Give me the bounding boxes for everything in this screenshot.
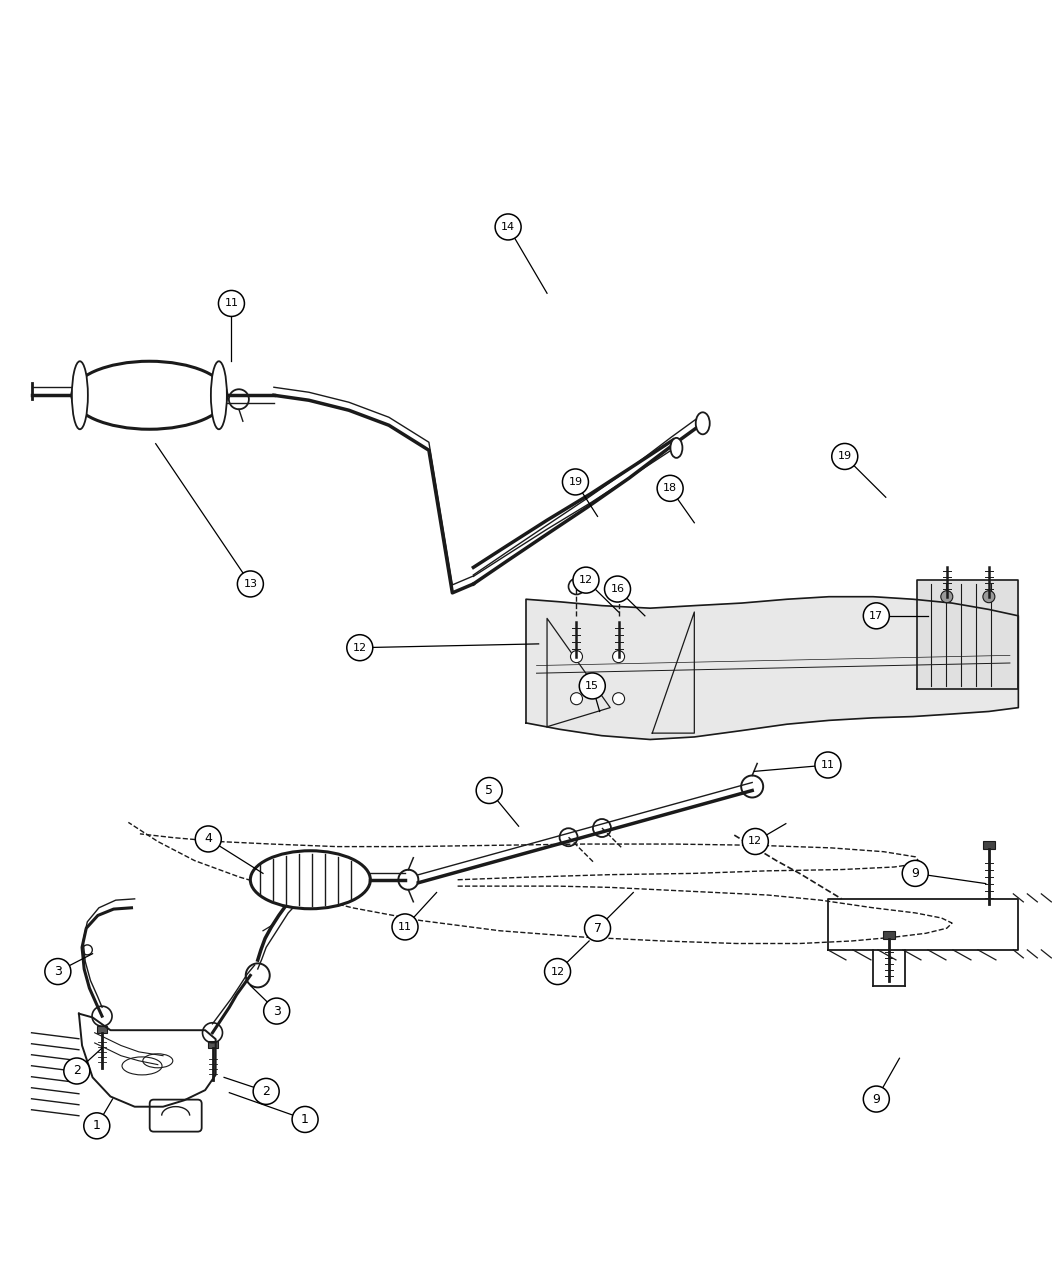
- Ellipse shape: [72, 361, 88, 430]
- Text: 2: 2: [262, 1085, 270, 1098]
- Circle shape: [563, 469, 588, 495]
- Text: 3: 3: [54, 965, 62, 978]
- Circle shape: [580, 673, 605, 699]
- Text: 15: 15: [585, 681, 600, 691]
- Circle shape: [196, 826, 221, 852]
- Polygon shape: [917, 580, 1018, 688]
- Circle shape: [864, 1086, 889, 1112]
- Text: 12: 12: [579, 575, 593, 585]
- Circle shape: [545, 959, 570, 984]
- Circle shape: [82, 945, 93, 955]
- Circle shape: [495, 214, 521, 240]
- Text: 1: 1: [93, 1119, 101, 1132]
- Text: 3: 3: [272, 1005, 281, 1017]
- Text: 19: 19: [837, 451, 852, 462]
- FancyBboxPatch shape: [97, 1026, 107, 1034]
- Text: 9: 9: [911, 867, 919, 880]
- Text: 2: 2: [73, 1065, 81, 1077]
- Text: 4: 4: [204, 833, 213, 845]
- Text: 7: 7: [593, 922, 602, 935]
- Ellipse shape: [210, 361, 227, 430]
- Circle shape: [292, 1107, 318, 1132]
- Ellipse shape: [250, 850, 370, 909]
- Text: 12: 12: [748, 836, 763, 847]
- Ellipse shape: [72, 361, 227, 430]
- Circle shape: [45, 959, 70, 984]
- Circle shape: [658, 476, 683, 501]
- Ellipse shape: [670, 437, 683, 458]
- Circle shape: [477, 778, 502, 803]
- Circle shape: [832, 444, 857, 469]
- Text: 11: 11: [224, 298, 239, 309]
- Ellipse shape: [695, 412, 710, 435]
- Text: 18: 18: [663, 483, 677, 493]
- Circle shape: [84, 1113, 109, 1139]
- Circle shape: [815, 752, 841, 778]
- FancyBboxPatch shape: [207, 1040, 218, 1048]
- Circle shape: [347, 635, 372, 660]
- Circle shape: [585, 915, 610, 941]
- Polygon shape: [526, 597, 1018, 740]
- Text: 14: 14: [501, 222, 515, 232]
- Text: 11: 11: [398, 922, 412, 932]
- Text: 12: 12: [550, 966, 565, 977]
- Circle shape: [392, 914, 418, 940]
- Circle shape: [864, 603, 889, 629]
- Circle shape: [612, 650, 625, 663]
- Circle shape: [570, 692, 583, 705]
- Circle shape: [219, 291, 244, 316]
- FancyBboxPatch shape: [983, 842, 995, 849]
- Text: 13: 13: [243, 579, 258, 589]
- Text: 1: 1: [301, 1113, 309, 1126]
- Text: 19: 19: [568, 477, 583, 487]
- Circle shape: [64, 1058, 89, 1084]
- Circle shape: [570, 650, 583, 663]
- Circle shape: [983, 590, 995, 603]
- Text: 11: 11: [821, 760, 835, 770]
- Text: 12: 12: [352, 643, 367, 653]
- Text: 5: 5: [485, 784, 493, 797]
- Text: 17: 17: [869, 611, 884, 621]
- Circle shape: [743, 829, 768, 854]
- Text: 9: 9: [872, 1093, 881, 1105]
- Circle shape: [605, 576, 630, 602]
- Circle shape: [238, 571, 263, 597]
- Circle shape: [573, 567, 599, 593]
- FancyBboxPatch shape: [883, 931, 895, 938]
- Text: 16: 16: [610, 584, 625, 594]
- Circle shape: [940, 590, 953, 603]
- Circle shape: [903, 861, 928, 886]
- Circle shape: [612, 692, 625, 705]
- Circle shape: [264, 998, 289, 1024]
- Circle shape: [254, 1079, 279, 1104]
